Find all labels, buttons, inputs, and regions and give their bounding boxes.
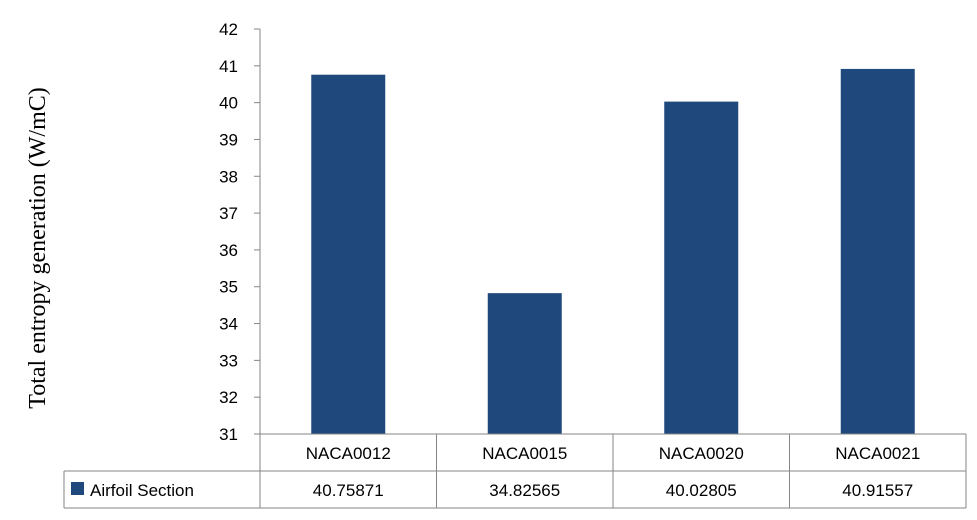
bar-naca0021 bbox=[840, 68, 915, 434]
y-tick-label: 32 bbox=[219, 388, 238, 407]
legend-swatch bbox=[71, 482, 84, 495]
bar-naca0012 bbox=[311, 74, 386, 435]
y-tick-label: 37 bbox=[219, 204, 238, 223]
bars bbox=[311, 68, 915, 435]
y-axis-label: Total entropy generation (W/mC) bbox=[25, 87, 51, 409]
bar-naca0015 bbox=[487, 293, 562, 434]
table-value-cell: 40.91557 bbox=[842, 481, 913, 500]
x-category-label: NACA0012 bbox=[306, 444, 391, 463]
table-value-cell: 40.75871 bbox=[313, 481, 384, 500]
table-value-cell: 40.02805 bbox=[666, 481, 737, 500]
y-tick-label: 41 bbox=[219, 57, 238, 76]
x-category-label: NACA0015 bbox=[482, 444, 567, 463]
y-tick-label: 36 bbox=[219, 241, 238, 260]
legend-series-name: Airfoil Section bbox=[90, 481, 194, 500]
bar-naca0020 bbox=[664, 101, 739, 435]
y-tick-label: 31 bbox=[219, 425, 238, 444]
y-axis-ticks: 31 32 33 34 35 36 37 38 39 40 41 42 bbox=[219, 20, 260, 444]
y-tick-label: 40 bbox=[219, 94, 238, 113]
y-tick-label: 35 bbox=[219, 278, 238, 297]
x-category-label: NACA0020 bbox=[659, 444, 744, 463]
y-tick-label: 38 bbox=[219, 167, 238, 186]
y-tick-label: 42 bbox=[219, 20, 238, 39]
y-tick-label: 33 bbox=[219, 351, 238, 370]
y-tick-label: 39 bbox=[219, 130, 238, 149]
x-category-label: NACA0021 bbox=[835, 444, 920, 463]
y-tick-label: 34 bbox=[219, 315, 238, 334]
data-table: NACA0012 40.75871 NACA0015 34.82565 NACA0020… bbox=[63, 434, 967, 509]
table-value-cell: 34.82565 bbox=[489, 481, 560, 500]
